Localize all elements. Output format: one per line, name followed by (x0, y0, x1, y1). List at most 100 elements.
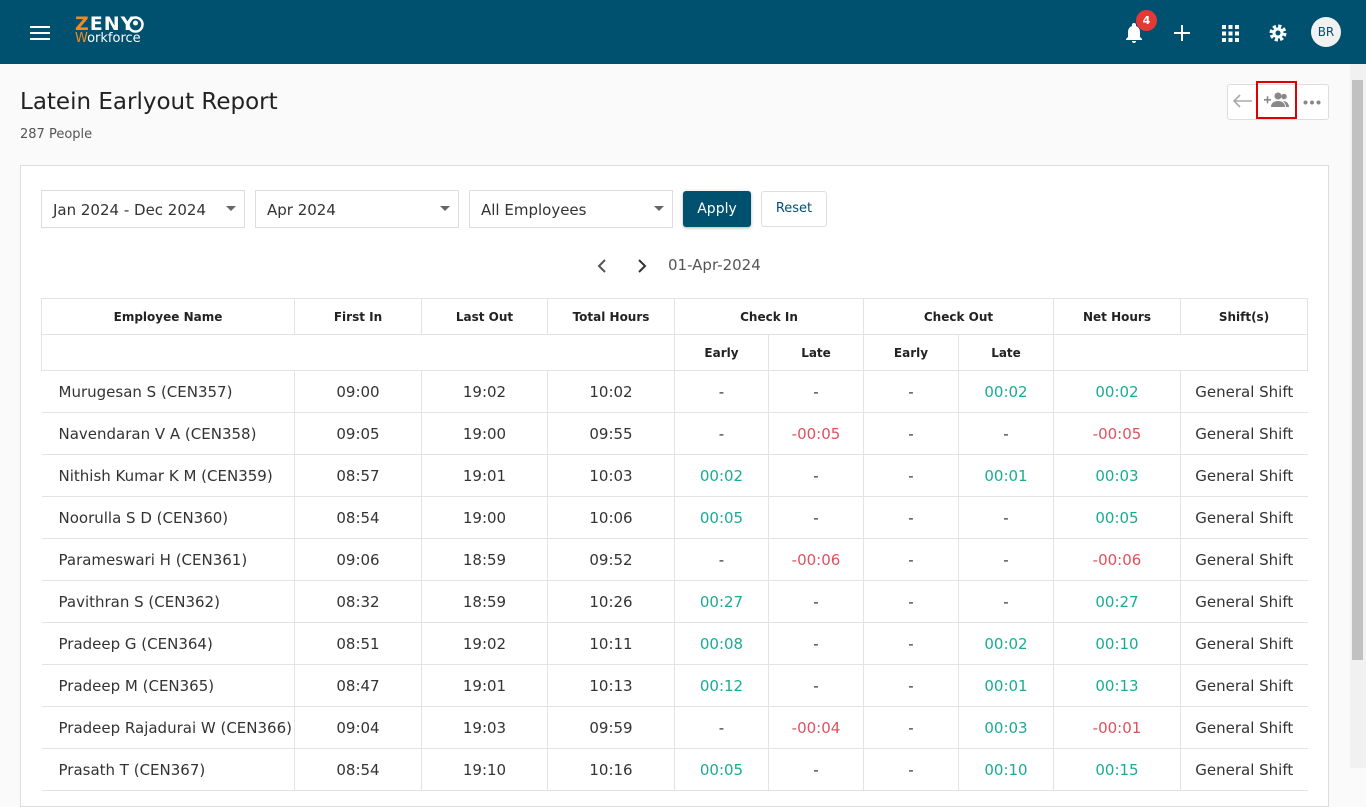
table-cell: - (958, 412, 1054, 455)
table-cell: - (863, 496, 959, 539)
table-cell: 00:12 (674, 664, 769, 707)
menu-icon[interactable] (30, 24, 50, 42)
table-cell: 09:52 (547, 538, 675, 581)
table-cell: 00:13 (1053, 664, 1181, 707)
header-row: Employee Name First In Last Out Total Hours… (41, 298, 1308, 335)
table-cell: General Shift (1180, 370, 1308, 413)
month-select[interactable]: Apr 2024 (255, 190, 459, 228)
logo-subtitle: Workforce (75, 31, 141, 46)
table-cell: - (863, 706, 959, 749)
table-cell: 18:59 (421, 538, 548, 581)
column-header: Employee Name (41, 298, 295, 335)
table-cell: 08:51 (294, 622, 422, 665)
table-cell: 08:57 (294, 454, 422, 497)
table-cell: 09:00 (294, 370, 422, 413)
table-row: Prasath T (CEN367) 08:54 19:10 10:16 00:05- -… (41, 748, 1308, 791)
column-header: Net Hours (1053, 298, 1181, 335)
table-cell: - (863, 748, 959, 791)
column-header: Check Out (863, 298, 1054, 335)
employee-name: Pradeep Rajadurai W (CEN366) (41, 706, 295, 749)
subheader-row: Early Late Early Late (41, 334, 1308, 371)
back-button[interactable] (1233, 94, 1253, 108)
table-cell: 00:05 (674, 748, 769, 791)
table-body: Murugesan S (CEN357) 09:00 19:02 10:02- - -00… (41, 370, 1308, 791)
report-table: Employee Name First In Last Out Total Hours… (41, 298, 1308, 791)
table-cell: General Shift (1180, 454, 1308, 497)
logo[interactable]: ZENY (75, 13, 136, 35)
notification-icon[interactable] (1124, 22, 1144, 44)
table-cell: - (768, 370, 864, 413)
table-cell: - (674, 706, 769, 749)
table-cell: General Shift (1180, 748, 1308, 791)
current-date: 01-Apr-2024 (668, 256, 761, 274)
employee-select[interactable]: All Employees (469, 190, 673, 228)
page-title: Latein Earlyout Report (20, 89, 278, 115)
table-cell: 00:05 (674, 496, 769, 539)
column-header: Shift(s) (1180, 298, 1308, 335)
page-subtitle: 287 People (20, 127, 93, 142)
column-header: Check In (674, 298, 864, 335)
table-cell: - (674, 370, 769, 413)
table-cell: 10:13 (547, 664, 675, 707)
period-select[interactable]: Jan 2024 - Dec 2024 (41, 190, 245, 228)
add-people-button[interactable] (1256, 81, 1297, 119)
user-avatar[interactable]: BR (1311, 17, 1341, 47)
table-cell: 00:02 (1053, 370, 1181, 413)
table-cell: General Shift (1180, 412, 1308, 455)
month-value: Apr 2024 (267, 201, 336, 219)
table-cell: - (768, 580, 864, 623)
employee-name: Pavithran S (CEN362) (41, 580, 295, 623)
apply-button[interactable]: Apply (683, 191, 751, 227)
table-cell: 08:47 (294, 664, 422, 707)
table-cell: 00:02 (674, 454, 769, 497)
column-header: Total Hours (547, 298, 675, 335)
table-cell: 00:02 (958, 370, 1054, 413)
table-cell: 00:03 (1053, 454, 1181, 497)
table-cell: 10:02 (547, 370, 675, 413)
employee-value: All Employees (481, 201, 587, 219)
column-subheader: Late (958, 334, 1054, 371)
table-cell: General Shift (1180, 706, 1308, 749)
subheader-blank (41, 334, 675, 371)
table-cell: - (863, 622, 959, 665)
employee-name: Parameswari H (CEN361) (41, 538, 295, 581)
action-group (1227, 81, 1329, 120)
table-cell: 09:05 (294, 412, 422, 455)
table-cell: 19:02 (421, 622, 548, 665)
table-cell: 19:02 (421, 370, 548, 413)
settings-icon[interactable] (1268, 23, 1288, 43)
table-cell: 00:03 (958, 706, 1054, 749)
apps-icon[interactable] (1222, 25, 1239, 42)
table-cell: 00:15 (1053, 748, 1181, 791)
add-icon[interactable] (1174, 25, 1190, 41)
table-cell: - (863, 664, 959, 707)
employee-name: Noorulla S D (CEN360) (41, 496, 295, 539)
more-button[interactable] (1303, 100, 1321, 105)
prev-date-button[interactable] (597, 259, 607, 273)
column-header: First In (294, 298, 422, 335)
employee-name: Murugesan S (CEN357) (41, 370, 295, 413)
table-cell: 00:10 (1053, 622, 1181, 665)
table-row: Noorulla S D (CEN360) 08:54 19:00 10:06 00:0… (41, 496, 1308, 539)
table-cell: -00:06 (768, 538, 864, 581)
table-cell: General Shift (1180, 622, 1308, 665)
reset-button[interactable]: Reset (761, 191, 827, 227)
table-cell: 10:11 (547, 622, 675, 665)
employee-name: Nithish Kumar K M (CEN359) (41, 454, 295, 497)
table-cell: 08:32 (294, 580, 422, 623)
table-cell: 09:55 (547, 412, 675, 455)
table-head: Employee Name First In Last Out Total Hours… (41, 298, 1308, 371)
employee-name: Navendaran V A (CEN358) (41, 412, 295, 455)
table-cell: -00:05 (1053, 412, 1181, 455)
next-date-button[interactable] (637, 259, 647, 273)
table-cell: General Shift (1180, 664, 1308, 707)
column-subheader: Early (674, 334, 769, 371)
table-cell: 00:05 (1053, 496, 1181, 539)
table-row: Murugesan S (CEN357) 09:00 19:02 10:02- - -00… (41, 370, 1308, 413)
table-cell: 00:08 (674, 622, 769, 665)
table-cell: 19:00 (421, 496, 548, 539)
scrollbar-thumb[interactable] (1352, 80, 1363, 660)
employee-name: Prasath T (CEN367) (41, 748, 295, 791)
